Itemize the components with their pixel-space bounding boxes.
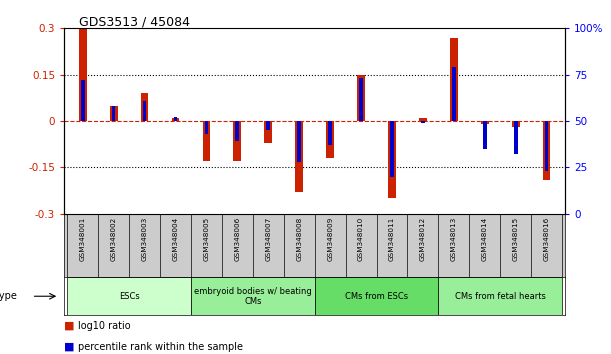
Text: cell type: cell type <box>0 291 16 301</box>
Text: GSM348004: GSM348004 <box>172 217 178 261</box>
Text: GDS3513 / 45084: GDS3513 / 45084 <box>79 15 190 28</box>
Bar <box>543 121 551 180</box>
Text: GSM348012: GSM348012 <box>420 217 426 261</box>
Bar <box>483 121 486 149</box>
Bar <box>450 38 458 121</box>
Bar <box>438 278 562 315</box>
Text: GSM348001: GSM348001 <box>79 217 86 261</box>
Bar <box>174 117 177 121</box>
Text: embryoid bodies w/ beating
CMs: embryoid bodies w/ beating CMs <box>194 286 312 306</box>
Bar <box>67 278 191 315</box>
Bar <box>295 121 303 192</box>
Text: GSM348002: GSM348002 <box>111 217 117 261</box>
Text: GSM348016: GSM348016 <box>544 217 550 261</box>
Bar <box>421 121 425 123</box>
Text: GSM348007: GSM348007 <box>265 217 271 261</box>
Bar <box>328 121 332 145</box>
Bar <box>141 93 148 121</box>
Bar <box>81 80 84 121</box>
Text: GSM348013: GSM348013 <box>451 217 457 261</box>
Bar <box>545 121 549 171</box>
Bar <box>205 121 208 134</box>
Bar <box>233 121 241 161</box>
Bar <box>514 121 518 154</box>
Text: CMs from fetal hearts: CMs from fetal hearts <box>455 292 546 301</box>
Text: ESCs: ESCs <box>119 292 139 301</box>
Bar <box>388 121 396 198</box>
Bar <box>326 121 334 158</box>
Bar <box>191 278 315 315</box>
Text: GSM348011: GSM348011 <box>389 217 395 261</box>
Text: GSM348008: GSM348008 <box>296 217 302 261</box>
Text: GSM348014: GSM348014 <box>481 217 488 261</box>
Bar <box>359 78 363 121</box>
Bar <box>357 75 365 121</box>
Bar <box>203 121 210 161</box>
Bar <box>419 118 426 121</box>
Text: GSM348003: GSM348003 <box>142 217 148 261</box>
Bar <box>79 28 87 121</box>
Bar <box>110 105 117 121</box>
Text: GSM348005: GSM348005 <box>203 217 210 261</box>
Bar <box>143 101 147 121</box>
Bar <box>512 121 519 127</box>
Text: percentile rank within the sample: percentile rank within the sample <box>78 342 243 352</box>
Text: GSM348006: GSM348006 <box>235 217 240 261</box>
Text: ■: ■ <box>64 342 75 352</box>
Text: log10 ratio: log10 ratio <box>78 321 130 331</box>
Text: CMs from ESCs: CMs from ESCs <box>345 292 408 301</box>
Bar <box>265 121 272 143</box>
Bar <box>298 121 301 162</box>
Bar <box>172 118 180 121</box>
Bar <box>452 67 456 121</box>
Bar <box>481 121 489 124</box>
Bar <box>235 121 239 141</box>
Bar <box>390 121 394 177</box>
Bar <box>266 121 270 130</box>
Text: ■: ■ <box>64 321 75 331</box>
Text: GSM348015: GSM348015 <box>513 217 519 261</box>
Text: GSM348010: GSM348010 <box>358 217 364 261</box>
Text: GSM348009: GSM348009 <box>327 217 333 261</box>
Bar <box>112 106 115 121</box>
Bar <box>315 278 438 315</box>
